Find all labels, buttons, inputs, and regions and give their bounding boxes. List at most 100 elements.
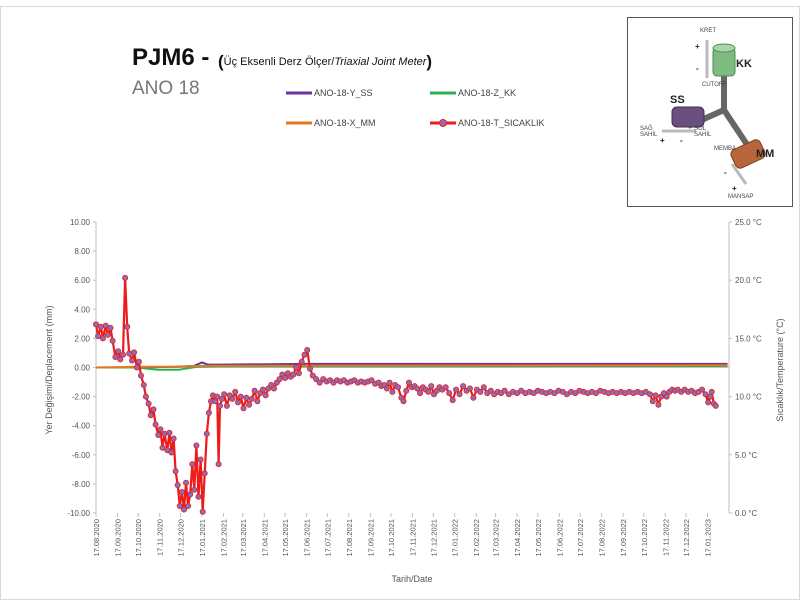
- temperature-point: [705, 399, 712, 406]
- x-tick-label: 17.08.2022: [598, 519, 607, 557]
- x-tick-label: 17.05.2022: [534, 519, 543, 557]
- y-axis-right-label: Sıcaklık/Temperature (°C): [775, 318, 785, 421]
- x-tick-label: 17.07.2022: [576, 519, 585, 557]
- subtitle-turkish: Üç Eksenli Derz Ölçer/: [223, 56, 335, 68]
- temperature-point: [133, 364, 140, 371]
- temperature-point: [405, 379, 412, 386]
- temperature-markers: [93, 274, 719, 515]
- temperature-point: [466, 385, 473, 392]
- temperature-point: [180, 506, 187, 513]
- temperature-point: [178, 488, 185, 495]
- x-tick-label: 17.01.2021: [198, 519, 207, 557]
- temperature-point: [708, 388, 715, 395]
- kk-minus-sign: -: [696, 64, 699, 73]
- temperature-point: [117, 356, 124, 363]
- temperature-point: [313, 376, 320, 383]
- temperature-point: [187, 491, 194, 498]
- temperature-point: [470, 394, 477, 401]
- temperature-point: [460, 383, 467, 390]
- label-mansap: MANSAP: [728, 194, 754, 200]
- x-tick-label: 17.10.2021: [387, 519, 396, 557]
- temperature-point: [383, 385, 390, 392]
- x-tick-label: 17.02.2022: [472, 519, 481, 557]
- temperature-point: [309, 372, 316, 379]
- temperature-point: [246, 401, 253, 408]
- x-tick-label: 17.08.2020: [92, 519, 101, 557]
- temperature-point: [191, 486, 198, 493]
- temperature-point: [449, 397, 456, 404]
- legend-swatch-x-mm: [286, 121, 312, 125]
- kk-sensor-top: [712, 43, 736, 53]
- mm-direction-arrow: [730, 163, 748, 185]
- temperature-point: [400, 398, 407, 405]
- temperature-point: [262, 392, 269, 399]
- y-left-tick-label: -2.00: [72, 393, 91, 402]
- x-tick-label: 17.12.2021: [429, 519, 438, 557]
- x-tick-label: 17.03.2021: [239, 519, 248, 557]
- x-tick-label: 17.06.2021: [303, 519, 312, 557]
- series-line-ano-18-x-mm: [95, 364, 728, 369]
- temperature-point: [232, 388, 239, 395]
- legend-label-y-ss: ANO-18-Y_SS: [314, 88, 373, 98]
- temperature-point: [145, 400, 152, 407]
- temperature-point: [229, 395, 236, 402]
- temperature-point: [290, 371, 297, 378]
- temperature-point: [102, 322, 109, 329]
- temperature-point: [295, 370, 302, 377]
- temperature-point: [128, 357, 135, 364]
- temperature-point: [137, 372, 144, 379]
- temperature-point: [170, 435, 177, 442]
- temperature-point: [428, 383, 435, 390]
- label-kk: KK: [736, 58, 752, 70]
- y-left-tick-label: -4.00: [72, 422, 91, 431]
- paren-open: (: [218, 52, 224, 71]
- x-axis-label: Tarih/Date: [391, 574, 432, 584]
- temperature-point: [477, 388, 484, 395]
- temperature-point: [195, 493, 202, 500]
- legend-swatch-z-kk: [430, 91, 456, 95]
- x-tick-label: 17.12.2020: [176, 519, 185, 557]
- temperature-point: [216, 402, 223, 409]
- temperature-point: [193, 442, 200, 449]
- label-memba: MEMBA: [714, 146, 737, 152]
- temperature-point: [197, 456, 204, 463]
- temperature-point: [109, 337, 116, 344]
- legend-label-z-kk: ANO-18-Z_KK: [458, 88, 517, 98]
- x-tick-label: 17.12.2022: [682, 519, 691, 557]
- x-tick-label: 17.08.2021: [345, 519, 354, 557]
- mm-minus-sign: -: [724, 168, 727, 177]
- temperature-point: [248, 395, 255, 402]
- temperature-point: [394, 384, 401, 391]
- chart-title-description: (Üç Eksenli Derz Ölçer/Triaxial Joint Me…: [218, 52, 432, 72]
- temperature-point: [425, 388, 432, 395]
- temperature-point: [97, 323, 104, 330]
- y-right-tick-label: 5.0 °C: [735, 451, 758, 460]
- temperature-point: [107, 324, 114, 331]
- temperature-point: [480, 384, 487, 391]
- temperature-point: [368, 377, 375, 384]
- label-kret: KRET: [700, 28, 717, 34]
- temperature-point: [316, 379, 323, 386]
- y-left-tick-label: 2.00: [74, 334, 90, 343]
- x-tick-label: 17.11.2022: [661, 519, 670, 556]
- temperature-point: [168, 449, 175, 456]
- temperature-point: [649, 398, 656, 405]
- temperature-point: [270, 385, 277, 392]
- x-tick-label: 17.11.2020: [156, 519, 165, 556]
- temperature-point: [386, 379, 393, 386]
- subtitle-english: Triaxial Joint Meter: [334, 56, 427, 68]
- y-axis-left-label: Yer Değişimi/Deplacement (mm): [44, 305, 54, 434]
- legend-item-z-kk: ANO-18-Z_KK: [430, 88, 516, 98]
- y-left-tick-label: 4.00: [74, 305, 90, 314]
- x-tick-label: 17.01.2022: [451, 519, 460, 557]
- temperature-point: [417, 390, 424, 397]
- y-left-tick-label: -6.00: [72, 451, 91, 460]
- temperature-point: [215, 461, 222, 468]
- diagram-drawing: [662, 40, 766, 185]
- mm-rod: [721, 108, 751, 148]
- legend-item-y-ss: ANO-18-Y_SS: [286, 88, 373, 98]
- temperature-point: [161, 430, 168, 437]
- label-mm: MM: [756, 148, 775, 160]
- temperature-point: [282, 374, 289, 381]
